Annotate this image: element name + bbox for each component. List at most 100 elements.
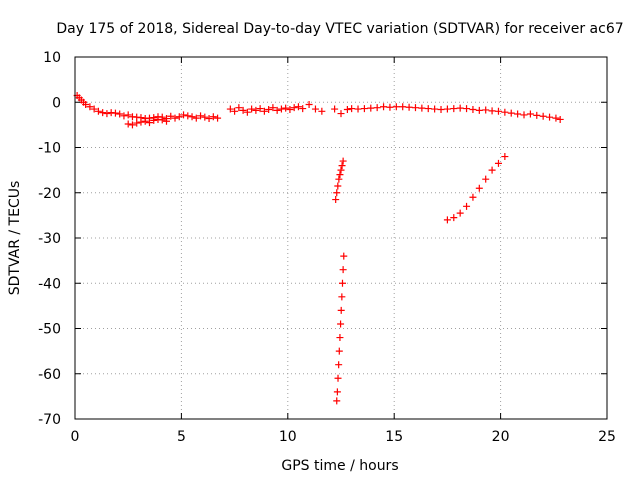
data-point (339, 157, 347, 165)
data-point (235, 104, 243, 112)
data-point (507, 109, 515, 117)
data-point (192, 114, 200, 122)
data-point (488, 166, 496, 174)
y-tick-label: -10 (38, 141, 61, 157)
data-point (514, 110, 522, 118)
data-point (248, 105, 256, 113)
data-point (103, 110, 111, 118)
data-point (311, 105, 319, 113)
y-tick-label: 0 (52, 95, 61, 111)
data-point (360, 105, 368, 113)
data-point (405, 103, 413, 111)
data-point (269, 104, 277, 112)
y-tick-label: -70 (38, 412, 61, 428)
data-point (333, 388, 341, 396)
data-point (373, 104, 381, 112)
data-point (188, 113, 196, 121)
data-point (343, 105, 351, 113)
data-point (546, 113, 554, 121)
data-point (180, 111, 188, 119)
x-tick-label: 20 (492, 429, 510, 445)
data-point (520, 111, 528, 119)
data-point (386, 103, 394, 111)
data-point (133, 119, 141, 127)
y-tick-labels: 10 0 -10 -20 -30 -40 -50 -60 -70 (38, 50, 61, 428)
data-point (175, 113, 183, 121)
data-point (443, 216, 451, 224)
data-point (124, 111, 132, 119)
data-point (150, 116, 158, 124)
data-point (158, 116, 166, 124)
data-point (333, 189, 341, 197)
data-point (286, 105, 294, 113)
y-tick-label: -60 (38, 367, 61, 383)
data-point (533, 111, 541, 119)
data-point (488, 107, 496, 115)
data-point (456, 209, 464, 217)
x-axis-label: GPS time / hours (281, 458, 398, 474)
data-point (418, 104, 426, 112)
data-point (526, 110, 534, 118)
data-point (305, 101, 313, 109)
data-point (294, 103, 302, 111)
data-point (226, 105, 234, 113)
data-point (337, 320, 345, 328)
data-point (231, 107, 239, 115)
x-tick-label: 25 (598, 429, 616, 445)
data-point (145, 119, 153, 127)
data-points (73, 91, 564, 405)
plot-frame (74, 56, 608, 420)
data-point (463, 105, 471, 113)
data-point (197, 112, 205, 120)
y-tick-label: -30 (38, 231, 61, 247)
x-tick-label: 5 (177, 429, 186, 445)
data-point (494, 159, 502, 167)
data-point (243, 108, 251, 116)
data-point (209, 113, 217, 121)
data-point (450, 214, 458, 222)
data-point (337, 110, 345, 118)
data-point (86, 103, 94, 111)
y-tick-label: -40 (38, 276, 61, 292)
data-point (137, 118, 145, 126)
data-point (501, 108, 509, 116)
data-point (443, 105, 451, 113)
data-point (277, 105, 285, 113)
data-point (501, 153, 509, 161)
data-point (335, 361, 343, 369)
x-tick-label: 15 (385, 429, 403, 445)
data-point (163, 117, 171, 125)
data-point (201, 113, 209, 121)
data-point (367, 104, 375, 112)
data-point (120, 112, 128, 120)
data-point (141, 117, 149, 125)
data-point (239, 106, 247, 114)
data-point (437, 105, 445, 113)
y-axis-label: SDTVAR / TECUs (7, 181, 23, 296)
grid (75, 57, 607, 419)
x-tick-labels: 0 5 10 15 20 25 (71, 429, 616, 445)
x-tick-label: 10 (279, 429, 297, 445)
data-point (111, 109, 119, 117)
data-point (336, 334, 344, 342)
y-tick-label: -50 (38, 322, 61, 338)
data-point (335, 175, 343, 183)
data-point (116, 110, 124, 118)
data-point (424, 105, 432, 113)
data-point (273, 106, 281, 114)
data-point (167, 112, 175, 120)
data-point (94, 107, 102, 115)
data-point (332, 196, 340, 204)
data-point (339, 266, 347, 274)
y-tick-label: -20 (38, 186, 61, 202)
data-point (265, 105, 273, 113)
y-tick-label: 10 (43, 50, 61, 66)
data-point (331, 105, 339, 113)
data-point (334, 374, 342, 382)
data-point (539, 112, 547, 120)
data-point (354, 105, 362, 113)
data-point (411, 104, 419, 112)
data-point (334, 182, 342, 190)
data-point (90, 105, 98, 113)
